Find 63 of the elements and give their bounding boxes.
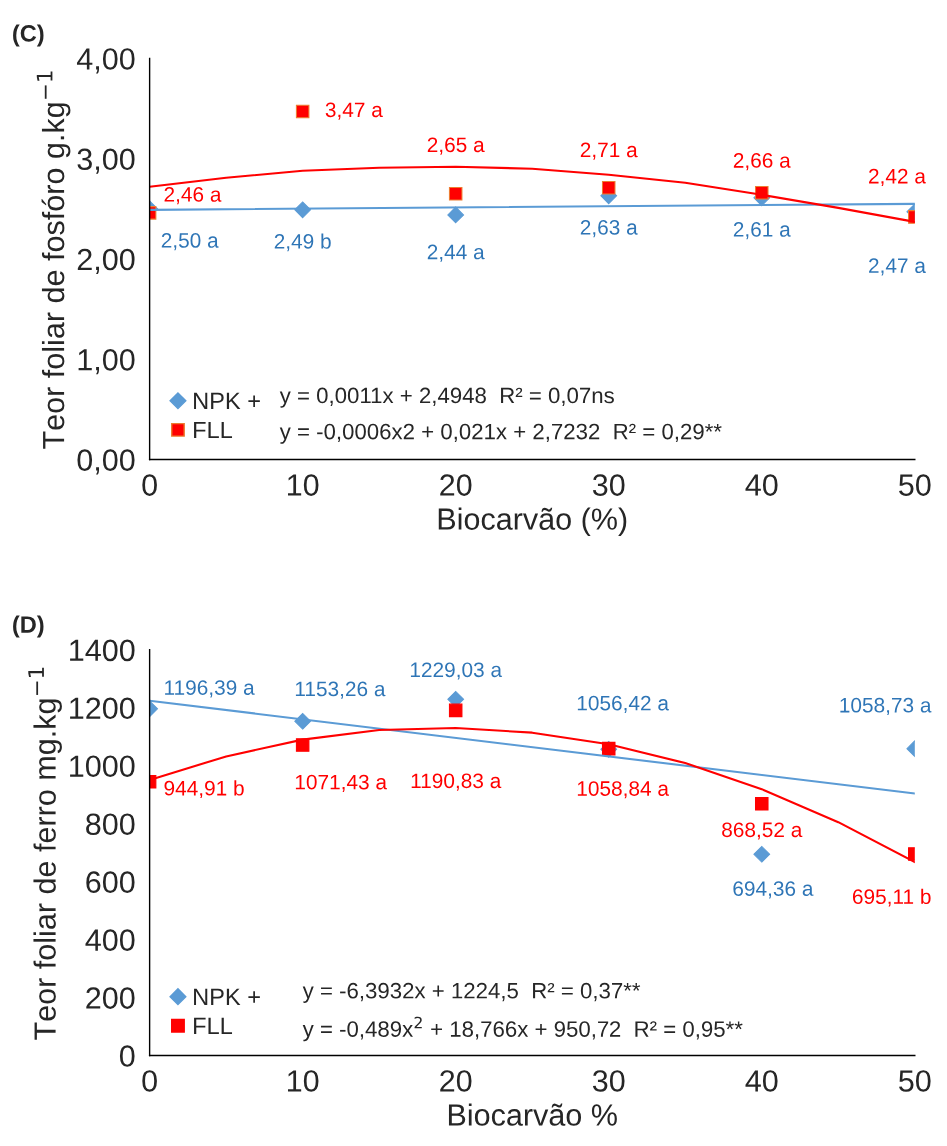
annotation: y = 0,0011x + 2,4948 R² = 0,07ns [279, 387, 614, 408]
data-label: 2,49 b [274, 233, 331, 252]
x-tick-label: 10 [288, 1070, 319, 1092]
data-label: 1196,39 a [165, 680, 255, 698]
data-label: 1153,26 a [295, 681, 386, 699]
x-tick-label: 30 [592, 474, 625, 496]
data-label: 2,46 a [164, 187, 222, 205]
data-label: 2,44 a [427, 244, 485, 262]
x-axis-title: Biocarvão % [448, 1103, 617, 1126]
legend-label: NPK + [194, 392, 260, 410]
annotation: y = -6,3932x + 1224,5 R² = 0,37** [302, 982, 641, 1003]
y-axis-title: Teor foliar de ferro mg.kg$^{−1}$ [28, 667, 62, 1040]
data-label: 695,11 b [852, 888, 931, 907]
data-label: 3,47 a [325, 102, 383, 120]
y-axis-title: Teor foliar de fosfóro g.kg$^{−1}$ [36, 71, 71, 449]
data-label: 2,63 a [580, 220, 638, 238]
data-label: 1058,84 a [577, 781, 669, 799]
y-tick-label: 4,00 [76, 48, 135, 74]
y-tick-label: 0,00 [77, 449, 135, 475]
y-tick-label: 1,00 [78, 349, 135, 375]
y-tick-label: 800 [86, 813, 135, 836]
y-tick-label: 600 [86, 871, 135, 893]
data-label: 2,71 a [580, 142, 638, 160]
x-tick-label: 50 [899, 474, 931, 496]
legend-label: FLL [194, 421, 233, 439]
x-tick-label: 0 [142, 1070, 157, 1092]
y-tick-label: 1000 [70, 755, 135, 778]
legend-label: FLL [194, 1017, 233, 1035]
x-tick-label: 50 [899, 1070, 931, 1092]
data-label: 1058,73 a [840, 697, 932, 716]
data-label: 944,91 b [164, 780, 244, 799]
data-label: 868,52 a [722, 822, 803, 840]
data-label: 2,66 a [733, 153, 791, 171]
chart-title: (D) [13, 615, 44, 638]
data-label: 2,65 a [427, 137, 485, 155]
x-tick-label: 10 [288, 474, 319, 496]
data-label: 2,50 a [161, 233, 219, 251]
data-label: 1229,03 a [410, 662, 503, 680]
x-tick-label: 0 [142, 474, 157, 496]
x-tick-label: 40 [745, 1070, 778, 1092]
data-label: 2,47 a [869, 258, 926, 276]
x-tick-label: 20 [440, 1070, 472, 1092]
x-tick-label: 40 [745, 474, 778, 496]
data-label: 2,42 a [869, 168, 926, 187]
legend-label: NPK + [194, 988, 260, 1005]
y-tick-label: 0 [119, 1045, 135, 1067]
y-tick-label: 200 [86, 987, 135, 1009]
annotation: y = -0,0006x2 + 0,021x + 2,7232 R² = 0,29** [279, 423, 722, 444]
data-label: 1056,42 a [577, 695, 669, 713]
data-label: 1071,43 a [295, 774, 388, 792]
y-tick-label: 2,00 [77, 248, 135, 274]
data-label: 694,36 a [733, 881, 814, 899]
y-tick-label: 400 [85, 929, 135, 951]
x-tick-label: 20 [440, 474, 472, 496]
annotation: y = -0,489x$^{2}$ + 18,766x + 950,72 R² = 0,95** [302, 1016, 743, 1042]
x-tick-label: 30 [592, 1070, 625, 1092]
y-tick-label: 1200 [70, 697, 135, 720]
chart-title: (C) [13, 24, 44, 47]
data-label: 2,61 a [733, 222, 791, 240]
y-tick-label: 1400 [70, 639, 135, 662]
y-tick-label: 3,00 [77, 148, 135, 174]
x-axis-title: Biocarvão (%) [438, 507, 627, 536]
data-label: 1190,83 a [411, 773, 502, 791]
